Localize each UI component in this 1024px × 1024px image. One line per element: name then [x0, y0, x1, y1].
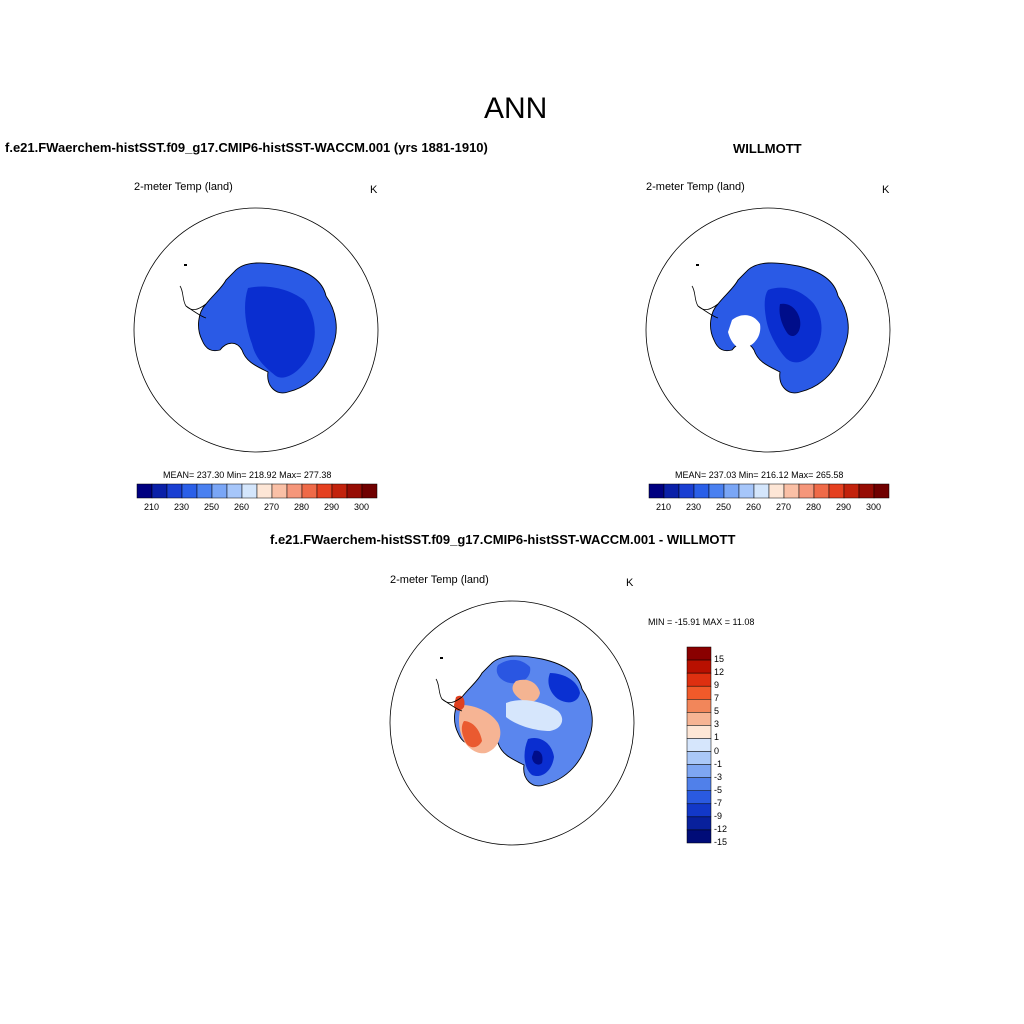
colorbar-tick-label: 230 [174, 502, 190, 512]
colorbar-tick-label: 7 [714, 693, 720, 704]
panel-1-title: f.e21.FWaerchem-histSST.f09_g17.CMIP6-hi… [5, 140, 488, 155]
colorbar-swatch [738, 483, 755, 499]
colorbar-swatch [686, 699, 712, 713]
colorbar-tick-label: -5 [714, 784, 723, 795]
panel-3-variable: 2-meter Temp (land) [390, 574, 489, 586]
panel-2-stats: MEAN= 237.03 Min= 216.12 Max= 265.58 [675, 470, 844, 480]
colorbar-swatch [686, 764, 712, 778]
colorbar-swatch [686, 790, 712, 805]
colorbar-swatch [686, 777, 712, 791]
colorbar-swatch [678, 483, 695, 499]
colorbar-swatch [768, 483, 785, 499]
page-title: ANN [484, 92, 548, 125]
colorbar-swatch [256, 483, 273, 499]
colorbar-swatch [686, 738, 712, 752]
colorbar-swatch [151, 483, 168, 499]
panel-2-units: K [882, 184, 890, 196]
colorbar-swatch [686, 712, 712, 726]
colorbar-tick-label: 0 [714, 745, 720, 756]
colorbar-swatch [331, 483, 348, 499]
colorbar-tick-label: -1 [714, 758, 723, 769]
colorbar-swatch [813, 483, 830, 499]
colorbar-swatch [226, 483, 243, 499]
colorbar-tick-label: -15 [714, 837, 728, 847]
colorbar-tick-label: 12 [714, 667, 725, 678]
colorbar-tick-label: 9 [714, 680, 720, 691]
colorbar-swatch [708, 483, 725, 499]
colorbar-tick-label: 270 [264, 502, 280, 512]
colorbar-tick-label: 210 [656, 502, 672, 512]
colorbar-tick-label: 260 [746, 502, 762, 512]
colorbar-tick-label: 260 [234, 502, 250, 512]
colorbar-swatch [166, 483, 183, 499]
panel-3-map [389, 600, 635, 846]
colorbar-tick-label: 250 [204, 502, 220, 512]
colorbar-swatch [346, 483, 363, 499]
panel-3-colorbar [686, 646, 712, 844]
colorbar-tick-label: 300 [866, 502, 882, 512]
colorbar-swatch [286, 483, 303, 499]
colorbar-swatch [858, 483, 875, 499]
panel-3-stats: MIN = -15.91 MAX = 11.08 [648, 617, 755, 627]
colorbar-swatch [271, 483, 288, 499]
colorbar-swatch [686, 725, 712, 739]
colorbar-swatch [686, 816, 712, 831]
colorbar-tick-label: -9 [714, 810, 723, 821]
colorbar-swatch [361, 483, 378, 499]
panel-2-title: WILLMOTT [733, 141, 802, 156]
colorbar-tick-label: 280 [806, 502, 822, 512]
colorbar-swatch [686, 646, 712, 661]
colorbar-swatch [686, 751, 712, 765]
colorbar-tick-label: 250 [716, 502, 732, 512]
colorbar-swatch [181, 483, 198, 499]
colorbar-swatch [843, 483, 860, 499]
colorbar-swatch [873, 483, 890, 499]
colorbar-swatch [663, 483, 680, 499]
colorbar-tick-label: 210 [144, 502, 160, 512]
colorbar-swatch [783, 483, 800, 499]
colorbar-swatch [693, 483, 710, 499]
colorbar-swatch [686, 659, 712, 674]
colorbar-tick-label: 290 [324, 502, 340, 512]
colorbar-swatch [753, 483, 770, 499]
panel-1-units: K [370, 184, 378, 196]
colorbar-tick-label: -3 [714, 771, 723, 782]
panel-1-variable: 2-meter Temp (land) [134, 181, 233, 193]
panel-2-map [645, 207, 891, 453]
colorbar-swatch [723, 483, 740, 499]
colorbar-tick-label: 3 [714, 719, 720, 730]
panel-2-variable: 2-meter Temp (land) [646, 181, 745, 193]
colorbar-swatch [686, 803, 712, 818]
colorbar-swatch [316, 483, 333, 499]
colorbar-swatch [828, 483, 845, 499]
panel-1-colorbar [136, 483, 378, 499]
colorbar-tick-label: 300 [354, 502, 370, 512]
colorbar-swatch [686, 672, 712, 687]
colorbar-swatch [196, 483, 213, 499]
colorbar-tick-label: 15 [714, 654, 725, 665]
colorbar-swatch [798, 483, 815, 499]
colorbar-swatch [686, 829, 712, 844]
colorbar-tick-label: 290 [836, 502, 852, 512]
panel-2-colorbar [648, 483, 890, 499]
panel-1-stats: MEAN= 237.30 Min= 218.92 Max= 277.38 [163, 470, 332, 480]
colorbar-swatch [211, 483, 228, 499]
colorbar-tick-label: -12 [714, 823, 728, 834]
colorbar-tick-label: -7 [714, 797, 723, 808]
panel-1-map [133, 207, 379, 453]
colorbar-tick-label: 230 [686, 502, 702, 512]
panel-3-units: K [626, 577, 634, 589]
colorbar-swatch [301, 483, 318, 499]
colorbar-tick-label: 270 [776, 502, 792, 512]
colorbar-swatch [241, 483, 258, 499]
colorbar-swatch [686, 685, 712, 700]
colorbar-tick-label: 1 [714, 732, 720, 743]
colorbar-swatch [136, 483, 153, 499]
colorbar-tick-label: 5 [714, 706, 720, 717]
panel-3-title: f.e21.FWaerchem-histSST.f09_g17.CMIP6-hi… [270, 532, 736, 547]
colorbar-swatch [648, 483, 665, 499]
colorbar-tick-label: 280 [294, 502, 310, 512]
